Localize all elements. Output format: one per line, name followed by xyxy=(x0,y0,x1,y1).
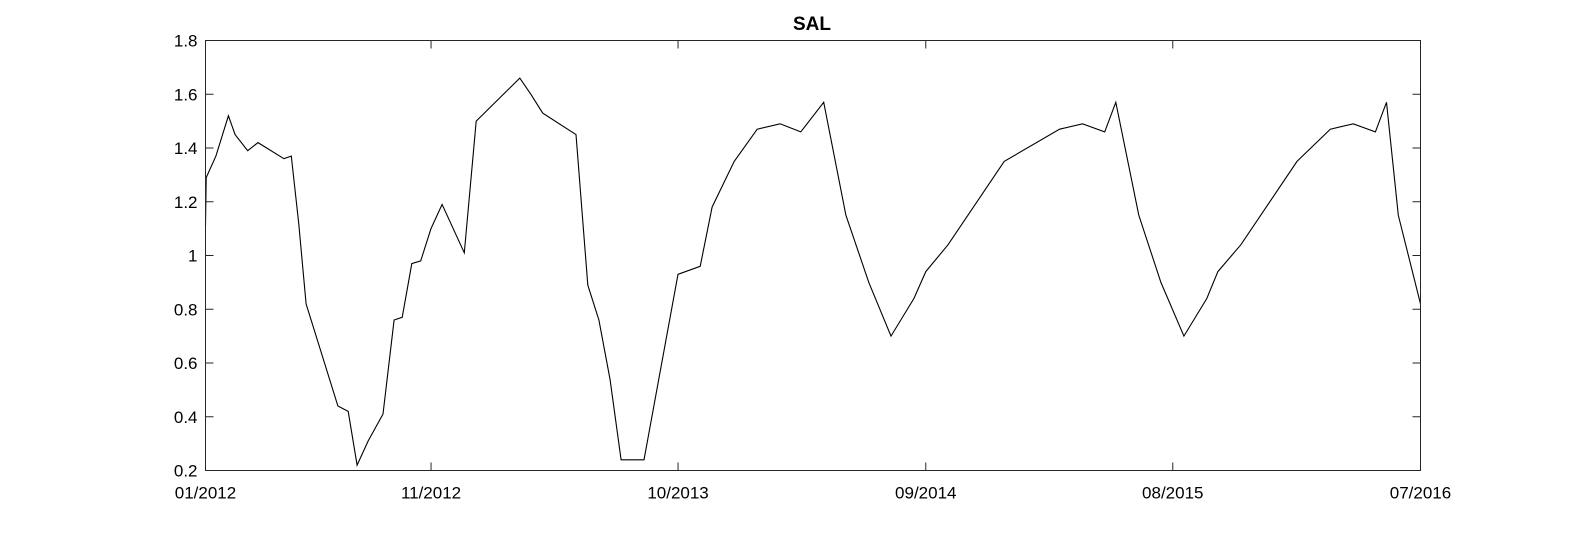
y-tick-label: 1.2 xyxy=(174,193,198,212)
y-tick-label: 1.4 xyxy=(174,139,198,158)
x-tick-label: 09/2014 xyxy=(895,484,956,503)
y-tick-label: 1 xyxy=(188,247,197,266)
chart-title: SAL xyxy=(793,14,831,35)
y-tick-label: 1.6 xyxy=(174,85,198,104)
plot-frame xyxy=(205,40,1421,471)
series-layer xyxy=(204,77,1422,467)
x-tick-label: 07/2016 xyxy=(1390,484,1451,503)
x-tick-label: 11/2012 xyxy=(401,484,461,503)
x-tick-label: 01/2012 xyxy=(175,484,236,503)
y-tick-label: 0.8 xyxy=(174,300,198,319)
x-tick-label: 10/2013 xyxy=(647,484,708,503)
y-tick-label: 1.8 xyxy=(174,32,198,51)
y-tick-label: 0.6 xyxy=(174,354,198,373)
series-line xyxy=(204,77,1422,467)
x-tick-label: 08/2015 xyxy=(1142,484,1203,503)
y-tick-label: 0.2 xyxy=(174,462,198,481)
y-tick-label: 0.4 xyxy=(174,408,198,427)
axes: 0.2 0.4 0.6 0.8 1 1.2 1.4 1.6 1.8 01/2012 11/2012 1… xyxy=(174,32,1451,503)
